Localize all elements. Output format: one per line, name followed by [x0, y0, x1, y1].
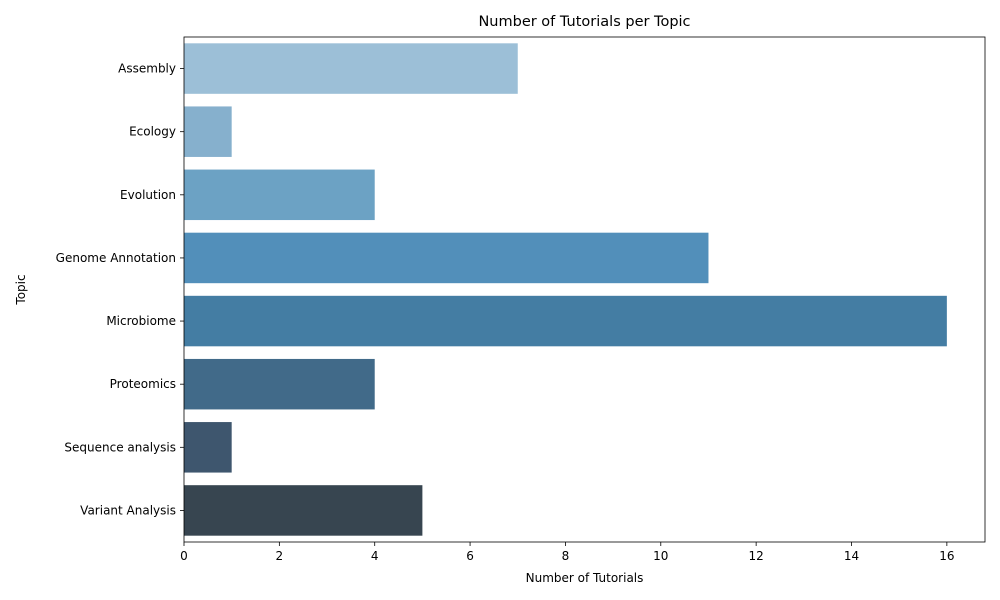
y-tick-label: Sequence analysis: [64, 440, 176, 454]
y-tick-label: Assembly: [118, 62, 176, 76]
x-tick-label: 10: [653, 549, 668, 563]
y-tick-label: Variant Analysis: [80, 503, 176, 517]
x-axis-title: Number of Tutorials: [526, 571, 644, 585]
bar-variant-analysis: [184, 485, 423, 536]
bars-group: [184, 43, 947, 536]
plot-frame: [183, 36, 986, 543]
bar-proteomics: [184, 358, 375, 410]
bar-genome-annotation: [184, 232, 709, 284]
bar-sequence-analysis: [184, 422, 232, 473]
bar-ecology: [184, 106, 232, 157]
x-tick-label: 2: [276, 549, 284, 563]
x-axis: 0 2 4 6 8 10 12 14 16: [180, 542, 954, 563]
y-tick-label: Proteomics: [110, 377, 176, 391]
x-tick-label: 8: [562, 549, 570, 563]
chart-title: Number of Tutorials per Topic: [478, 14, 690, 30]
x-tick-label: 16: [939, 549, 954, 563]
y-tick-label: Ecology: [129, 125, 176, 139]
x-tick-label: 4: [371, 549, 379, 563]
y-axis: Assembly Ecology Evolution Genome Annotatio…: [56, 62, 184, 517]
x-tick-label: 14: [844, 549, 859, 563]
x-tick-label: 6: [466, 549, 474, 563]
y-tick-label: Microbiome: [106, 314, 176, 328]
bar-microbiome: [184, 295, 947, 347]
y-axis-title: Topic: [14, 274, 28, 305]
y-tick-label: Genome Annotation: [56, 251, 176, 265]
x-tick-label: 12: [749, 549, 764, 563]
x-tick-label: 0: [180, 549, 188, 563]
bar-evolution: [184, 169, 375, 221]
bar-assembly: [184, 43, 518, 94]
y-tick-label: Evolution: [120, 188, 176, 202]
